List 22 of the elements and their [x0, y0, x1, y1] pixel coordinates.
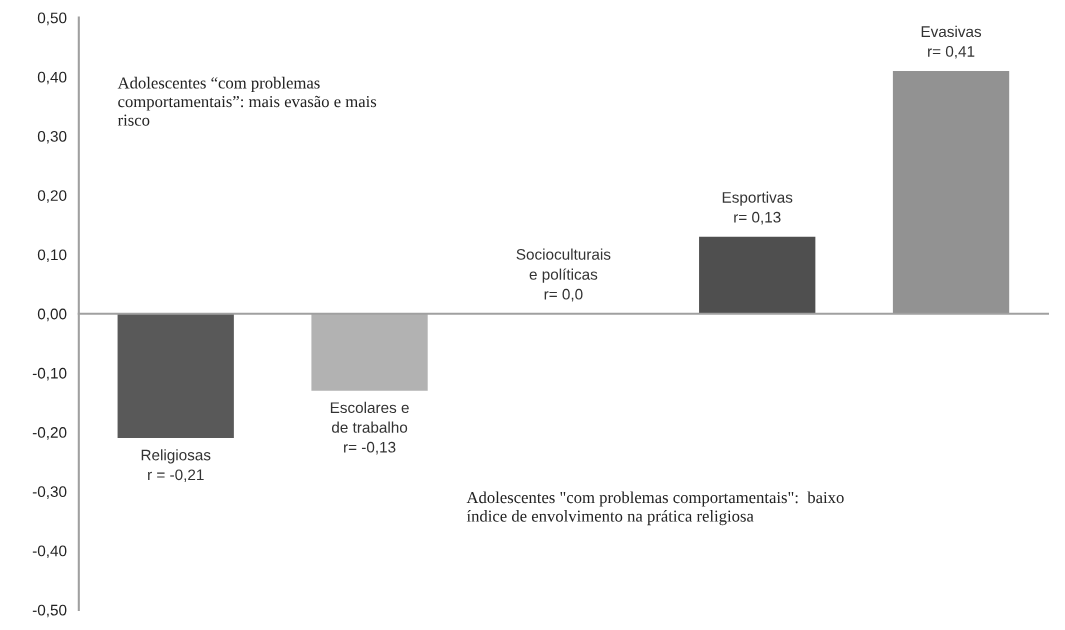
- y-tick-label: -0,20: [32, 427, 67, 440]
- y-tick-label: 0,30: [37, 130, 67, 144]
- y-tick-label: 0,50: [37, 12, 67, 26]
- bar: [699, 236, 816, 314]
- bar: [117, 313, 234, 439]
- y-tick-label: -0,30: [32, 486, 67, 499]
- y-tick-label: -0,10: [32, 367, 67, 381]
- data-label: Esportivas r= 0,13: [722, 191, 793, 225]
- y-tick-label: 0,40: [37, 71, 67, 85]
- data-label: Religiosas r = -0,21: [141, 449, 211, 483]
- annotation: Adolescentes “com problemas comportamentais”: mais evasão e mais risco: [117, 76, 377, 126]
- y-tick-label: 0,00: [37, 308, 67, 322]
- annotation: Adolescentes "com problemas comportamentais": baixo índice de envolvimento na prática religiosa: [466, 491, 844, 526]
- y-tick-label: 0,10: [37, 249, 67, 263]
- bar: [892, 70, 1010, 314]
- y-tick-label: 0,20: [37, 190, 67, 203]
- y-tick-label: -0,40: [32, 545, 67, 559]
- bar: [311, 313, 428, 391]
- data-label: Socioculturais e políticas r= 0,0: [516, 248, 611, 302]
- data-label: Evasivas r= 0,41: [921, 25, 982, 59]
- data-label: Escolares e de trabalho r= -0,13: [330, 401, 409, 455]
- y-tick-label: -0,50: [32, 604, 67, 618]
